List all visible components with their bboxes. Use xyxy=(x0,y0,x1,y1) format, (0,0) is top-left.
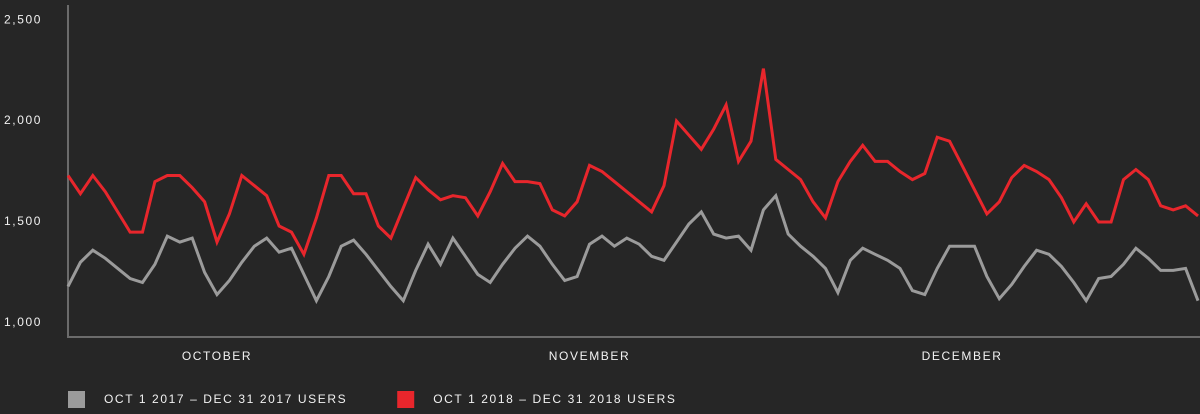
legend-label: OCT 1 2017 – DEC 31 2017 USERS xyxy=(104,392,347,406)
x-tick-label: NOVEMBER xyxy=(549,349,630,363)
y-tick-label: 2,500 xyxy=(4,12,42,26)
series-line xyxy=(66,192,1200,305)
x-tick-label: DECEMBER xyxy=(922,349,1003,363)
legend-swatch xyxy=(68,391,85,408)
y-tick-label: 2,000 xyxy=(4,113,42,127)
x-tick-label: OCTOBER xyxy=(182,349,252,363)
y-tick-label: 1,500 xyxy=(4,214,42,228)
y-tick-label: 1,000 xyxy=(4,315,42,329)
legend-swatch xyxy=(397,391,415,408)
series-line xyxy=(66,68,1199,258)
legend-label: OCT 1 2018 – DEC 31 2018 USERS xyxy=(433,392,676,406)
